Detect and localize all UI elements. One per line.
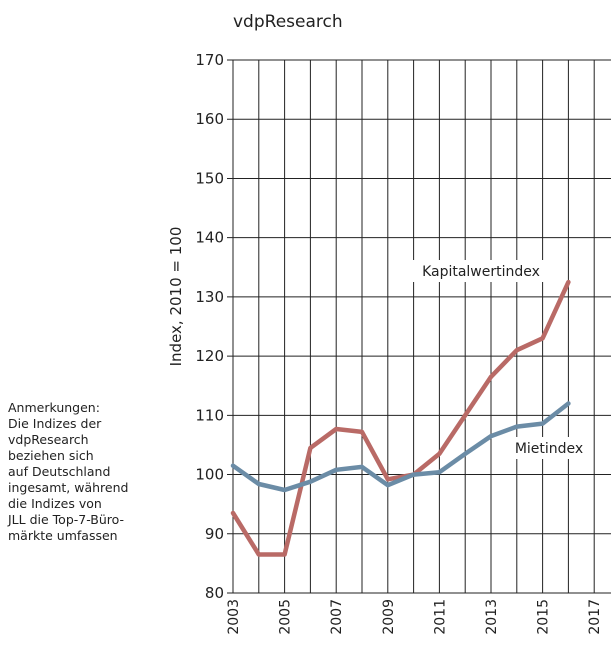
y-tick-label: 170 [195,51,224,69]
note-line: JLL die Top-7-Büro- [8,512,125,527]
x-axis-ticks: 2003 2005 2007 2009 2011 2013 2015 2017 [226,599,603,635]
note-line: ingesamt, während [8,480,129,495]
x-tick-label: 2013 [484,599,500,635]
note-line: auf Deutschland [8,464,111,479]
y-tick-label: 80 [205,584,224,602]
series-labels: Kapitalwertindex Mietindex [407,260,593,459]
series-label: Mietindex [515,441,583,457]
series-line [230,401,571,493]
note-line: vdpResearch [8,432,89,447]
y-tick-label: 140 [195,229,224,247]
note-line: die Indizes von [8,496,102,511]
x-tick-label: 2009 [381,599,397,635]
note-line: märkte umfassen [8,528,118,543]
series-lines [230,279,571,557]
y-tick-label: 160 [195,110,224,128]
y-tick-label: 100 [195,466,224,484]
note-line: Die Indizes der [8,416,102,431]
note-line: Anmerkungen: [8,400,100,415]
x-tick-label: 2017 [587,599,603,635]
y-tick-label: 110 [195,406,224,424]
y-tick-label: 150 [195,169,224,187]
x-tick-label: 2011 [432,599,448,635]
series-label-background [407,260,555,282]
x-tick-label: 2015 [536,599,552,635]
y-tick-label: 90 [205,525,224,543]
series-label: Kapitalwertindex [422,264,540,280]
x-tick-label: 2005 [278,599,294,635]
y-tick-label: 120 [195,347,224,365]
y-tick-label: 130 [195,288,224,306]
series-line [230,279,571,557]
series-label-background [505,437,593,459]
annotation-note: Anmerkungen: Die Indizes der vdpResearch… [8,400,158,544]
chart-title: vdpResearch [233,12,343,32]
y-axis-label: Index, 2010 = 100 [167,227,185,367]
x-tick-label: 2007 [329,599,345,635]
note-line: beziehen sich [8,448,94,463]
y-axis-ticks: 80 90 100 110 120 130 140 150 160 170 [195,51,224,602]
grid-lines [227,59,611,594]
x-tick-label: 2003 [226,599,242,635]
